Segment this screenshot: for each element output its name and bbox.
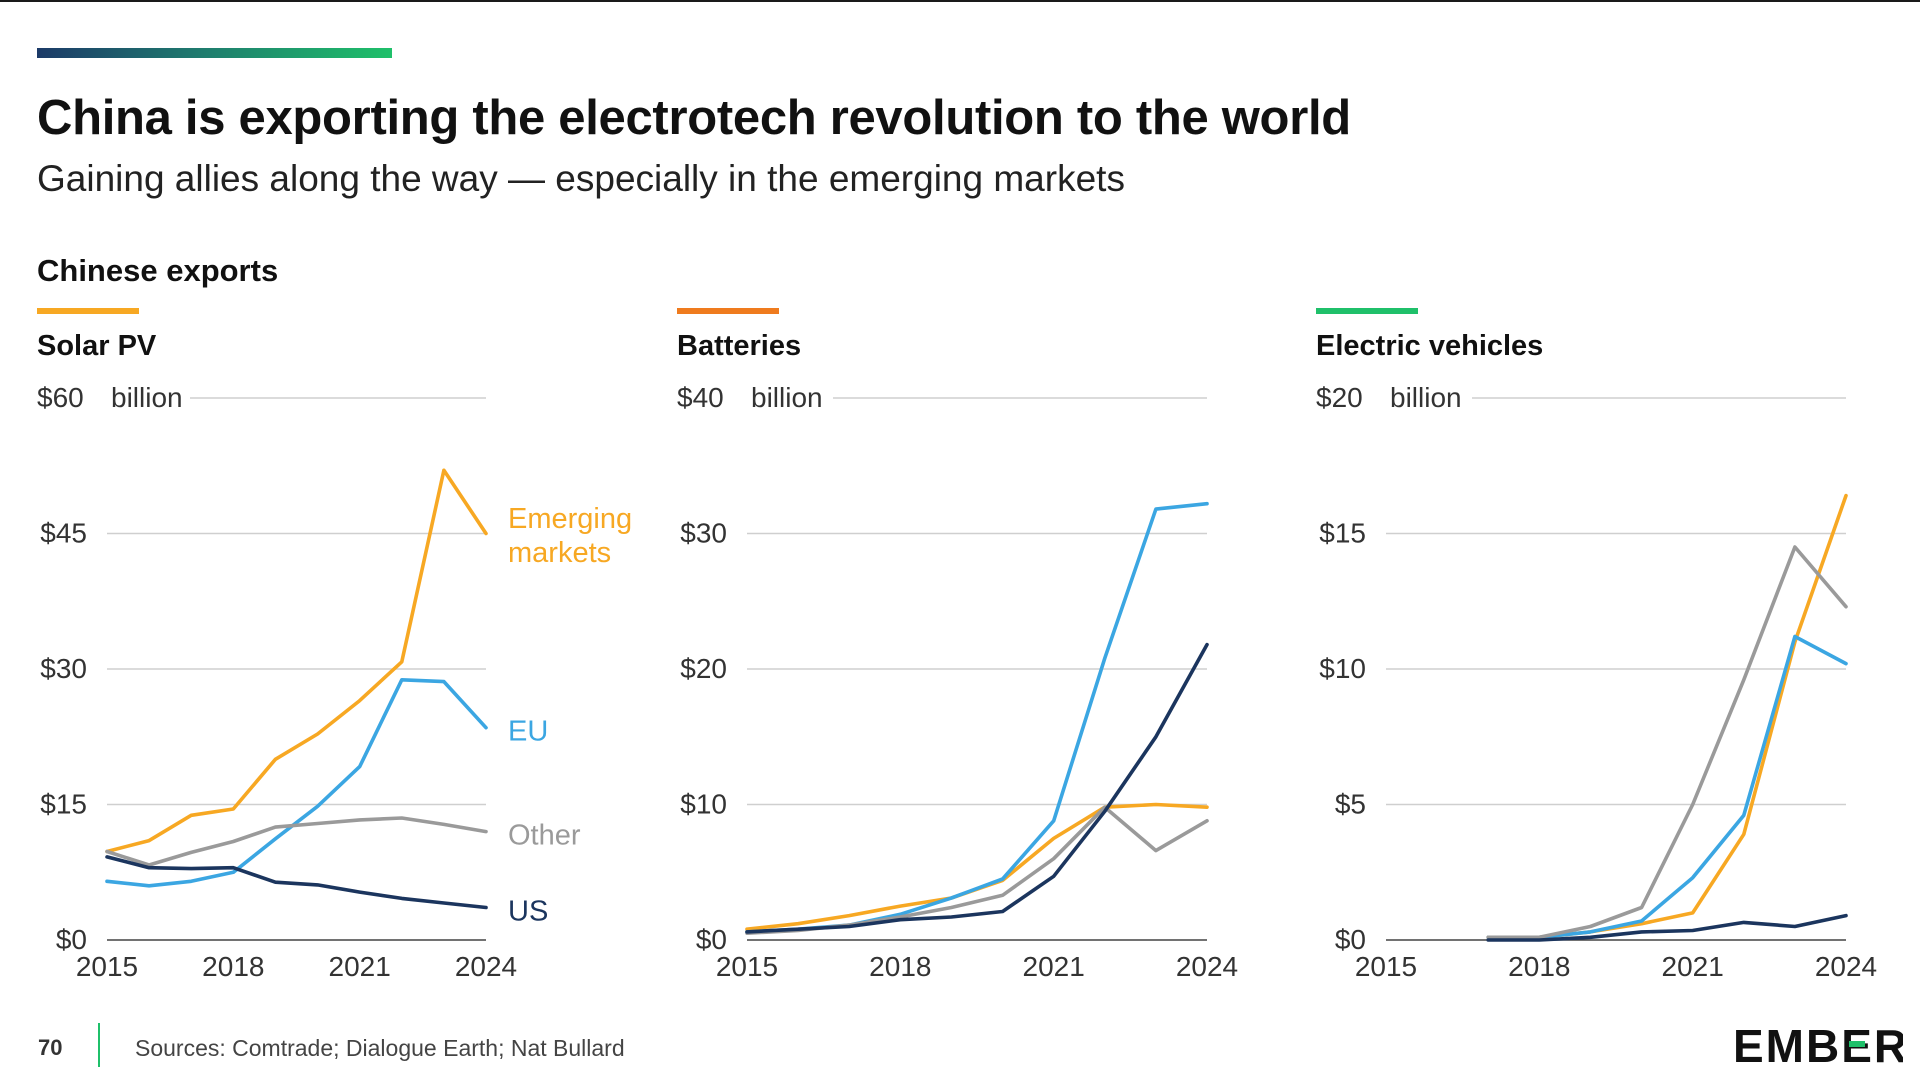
chart-accent-bar [677,308,779,314]
page-title: China is exporting the electrotech revol… [37,91,1351,145]
x-tick-label: 2021 [329,951,391,982]
series-line-emerging-markets [105,468,488,854]
series-label-emerging-markets: Emerging markets [508,503,632,569]
ember-logo: EMBER [1733,1020,1903,1070]
chart-batteries: Batteries $0 $10 $20 $30 $40 billion 2015 2018 20… [677,308,1238,982]
ember-logo-accent [1849,1041,1865,1047]
y-tick-label: $20 [1316,382,1363,413]
y-tick-label: $60 [37,382,84,413]
y-tick-label: $0 [1335,924,1366,955]
series-line-eu [1486,634,1848,940]
charts-area: Solar PV $0 $15 $30 $45 $60 billion 2015 2018 202… [37,308,1877,982]
page-subtitle: Gaining allies along the way — especiall… [37,158,1125,199]
series-line-other [1486,545,1848,940]
y-tick-label: $45 [40,518,87,549]
x-tick-label: 2015 [76,951,138,982]
chart-solar-pv: Solar PV $0 $15 $30 $45 $60 billion 2015 2018 202… [37,308,632,982]
y-tick-label: $30 [680,518,727,549]
y-tick-label: $15 [1319,518,1366,549]
x-tick-label: 2021 [1662,951,1724,982]
y-tick-label: $20 [680,653,727,684]
y-tick-label: $5 [1335,789,1366,820]
chart-electric-vehicles: Electric vehicles $0 $5 $10 $15 $20 billion 201… [1316,308,1877,982]
ember-wordmark: EMBER [1733,1020,1903,1070]
section-label: Chinese exports [37,253,279,288]
x-tick-label: 2018 [1508,951,1570,982]
series-line-eu [745,501,1209,934]
y-unit-label: billion [1390,382,1462,413]
series-line-us [745,642,1209,934]
chart-accent-bar [1316,308,1418,314]
y-unit-label: billion [751,382,823,413]
top-rule [0,0,1920,2]
chart-accent-bar [37,308,139,314]
chart-title: Electric vehicles [1316,330,1543,362]
series-line-other [105,816,488,867]
title-accent-bar [37,48,392,58]
y-tick-label: $40 [677,382,724,413]
y-tick-label: $10 [680,789,727,820]
series-line-us [1486,913,1848,942]
chart-title: Batteries [677,330,801,362]
x-tick-label: 2015 [1355,951,1417,982]
y-tick-label: $0 [56,924,87,955]
page-number: 70 [38,1035,63,1060]
series-label-eu: EU [508,716,548,748]
series-line-emerging-markets [745,802,1209,932]
y-tick-label: $0 [696,924,727,955]
x-tick-label: 2024 [1815,951,1877,982]
series-line-emerging-markets [1486,493,1848,940]
series-label-us: US [508,895,548,927]
x-tick-label: 2024 [455,951,517,982]
series-line-eu [105,677,488,888]
y-tick-label: $15 [40,789,87,820]
y-unit-label: billion [111,382,183,413]
x-tick-label: 2015 [716,951,778,982]
sources-note: Sources: Comtrade; Dialogue Earth; Nat B… [135,1035,625,1061]
y-tick-label: $10 [1319,653,1366,684]
x-tick-label: 2018 [869,951,931,982]
x-tick-label: 2021 [1023,951,1085,982]
series-label-other: Other [508,820,581,852]
chart-title: Solar PV [37,330,157,362]
x-tick-label: 2018 [202,951,264,982]
x-tick-label: 2024 [1176,951,1238,982]
y-tick-label: $30 [40,653,87,684]
footer-divider [98,1023,100,1067]
series-line-us [105,855,488,910]
